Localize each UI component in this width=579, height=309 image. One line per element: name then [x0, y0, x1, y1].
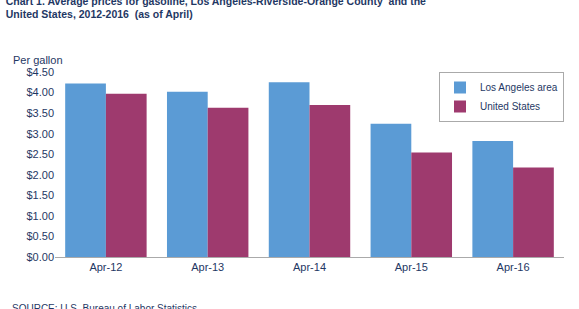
svg-text:$0.50: $0.50 — [26, 230, 54, 242]
svg-text:Apr-16: Apr-16 — [497, 261, 530, 273]
svg-text:$0.00: $0.00 — [26, 251, 54, 263]
svg-text:Los Angeles area: Los Angeles area — [480, 82, 558, 93]
svg-text:United States: United States — [480, 101, 540, 112]
svg-text:$4.00: $4.00 — [26, 86, 54, 98]
svg-text:Apr-12: Apr-12 — [89, 261, 122, 273]
svg-text:$3.00: $3.00 — [26, 128, 54, 140]
svg-text:$3.50: $3.50 — [26, 107, 54, 119]
svg-text:Chart 1. Average prices for ga: Chart 1. Average prices for gasoline, Lo… — [6, 0, 426, 20]
svg-text:$2.00: $2.00 — [26, 169, 54, 181]
svg-text:$1.00: $1.00 — [26, 210, 54, 222]
svg-text:Per gallon: Per gallon — [13, 54, 63, 66]
svg-text:$4.50: $4.50 — [26, 66, 54, 78]
svg-text:Apr-14: Apr-14 — [293, 261, 326, 273]
svg-text:SOURCE: U.S. Bureau of Labor S: SOURCE: U.S. Bureau of Labor Statistics. — [12, 303, 200, 309]
svg-text:$2.50: $2.50 — [26, 148, 54, 160]
svg-text:$1.50: $1.50 — [26, 189, 54, 201]
svg-text:Apr-15: Apr-15 — [395, 261, 428, 273]
svg-text:Apr-13: Apr-13 — [191, 261, 224, 273]
